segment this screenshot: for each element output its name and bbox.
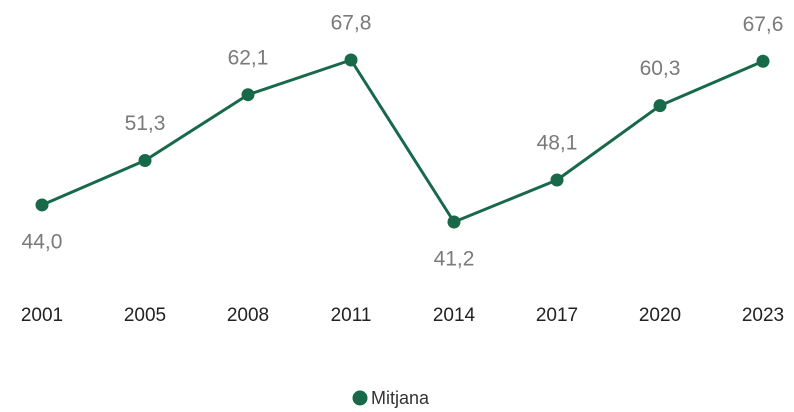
x-tick-label: 2001	[21, 305, 63, 326]
data-label: 67,6	[743, 13, 784, 36]
data-label: 62,1	[228, 46, 269, 69]
point	[344, 53, 358, 67]
data-label: 67,8	[331, 12, 372, 35]
legend-label: Mitjana	[371, 388, 430, 408]
point	[447, 215, 461, 229]
x-tick-label: 2020	[639, 305, 681, 326]
x-tick-label: 2008	[227, 305, 269, 326]
point	[756, 54, 770, 68]
x-tick-label: 2014	[433, 305, 476, 326]
point	[138, 153, 152, 167]
x-tick-label: 2011	[331, 305, 372, 326]
x-tick-label: 2005	[124, 305, 166, 326]
point	[241, 88, 255, 102]
x-tick-label: 2017	[536, 305, 578, 326]
data-label: 60,3	[640, 57, 681, 80]
legend-marker	[352, 390, 368, 406]
data-label: 41,2	[434, 248, 475, 271]
point	[35, 198, 49, 212]
line	[41, 58, 764, 224]
x-tick-label: 2023	[742, 305, 784, 326]
point	[550, 173, 564, 187]
data-label: 51,3	[125, 112, 166, 135]
data-label: 48,1	[537, 132, 578, 155]
data-label: 44,0	[22, 230, 63, 253]
point	[653, 99, 667, 113]
